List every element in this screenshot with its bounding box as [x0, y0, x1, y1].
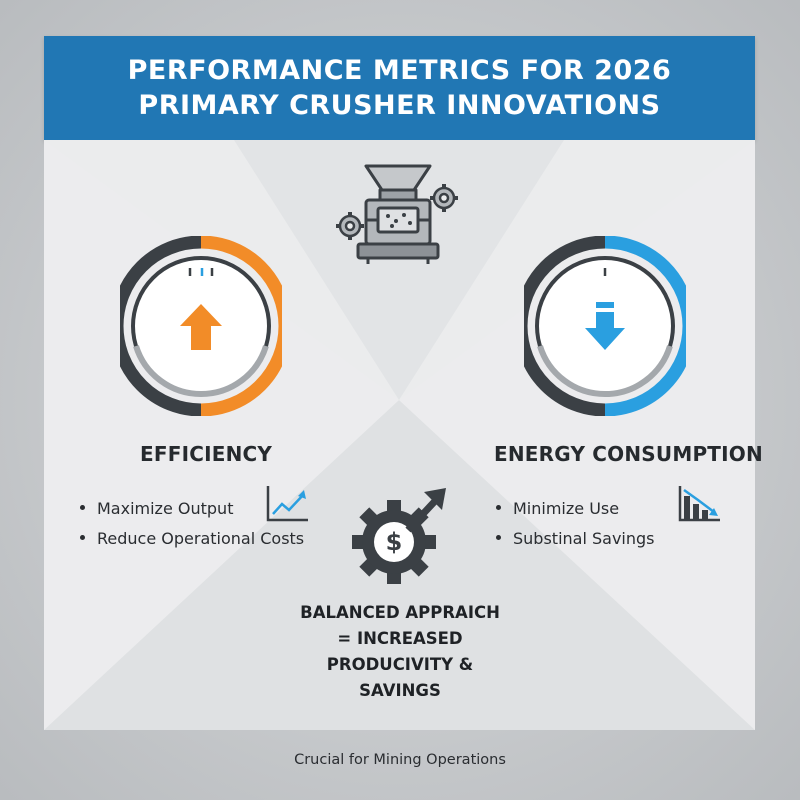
efficiency-bullet-2: Reduce Operational Costs [80, 524, 304, 554]
efficiency-gauge [120, 236, 282, 416]
footer-text: Crucial for Mining Operations [294, 752, 506, 768]
energy-title: ENERGY CONSUMPTION [494, 442, 763, 466]
gear-dollar-icon: $ [352, 488, 446, 584]
energy-bullet-2: Substinal Savings [496, 524, 655, 554]
line-chart-up-icon [266, 486, 308, 522]
energy-bullets: Minimize Use Substinal Savings [496, 494, 655, 554]
center-line-1: BALANCED APPRAICH [300, 603, 500, 622]
balanced-approach-text: BALANCED APPRAICH = INCREASED PRODUCIVIT… [290, 600, 510, 704]
energy-gauge [524, 236, 686, 416]
energy-bullet-1: Minimize Use [496, 494, 655, 524]
center-line-2: = INCREASED [337, 629, 463, 648]
center-line-3: PRODUCIVITY & SAVINGS [326, 655, 474, 700]
efficiency-title: EFFICIENCY [140, 442, 273, 466]
efficiency-bullet-1: Maximize Output [80, 494, 304, 524]
efficiency-bullets: Maximize Output Reduce Operational Costs [80, 494, 304, 554]
header-title-line-1: PERFORMANCE METRICS FOR 2026 [127, 55, 672, 86]
bar-chart-down-icon [678, 486, 720, 522]
crusher-machine-icon [336, 164, 458, 264]
arrow-up-icon [180, 304, 222, 350]
arrow-down-icon [585, 302, 625, 350]
svg-text:$: $ [386, 528, 403, 556]
header-title-line-2: PRIMARY CRUSHER INNOVATIONS [138, 90, 661, 121]
header-banner: PERFORMANCE METRICS FOR 2026 PRIMARY CRU… [44, 36, 755, 140]
